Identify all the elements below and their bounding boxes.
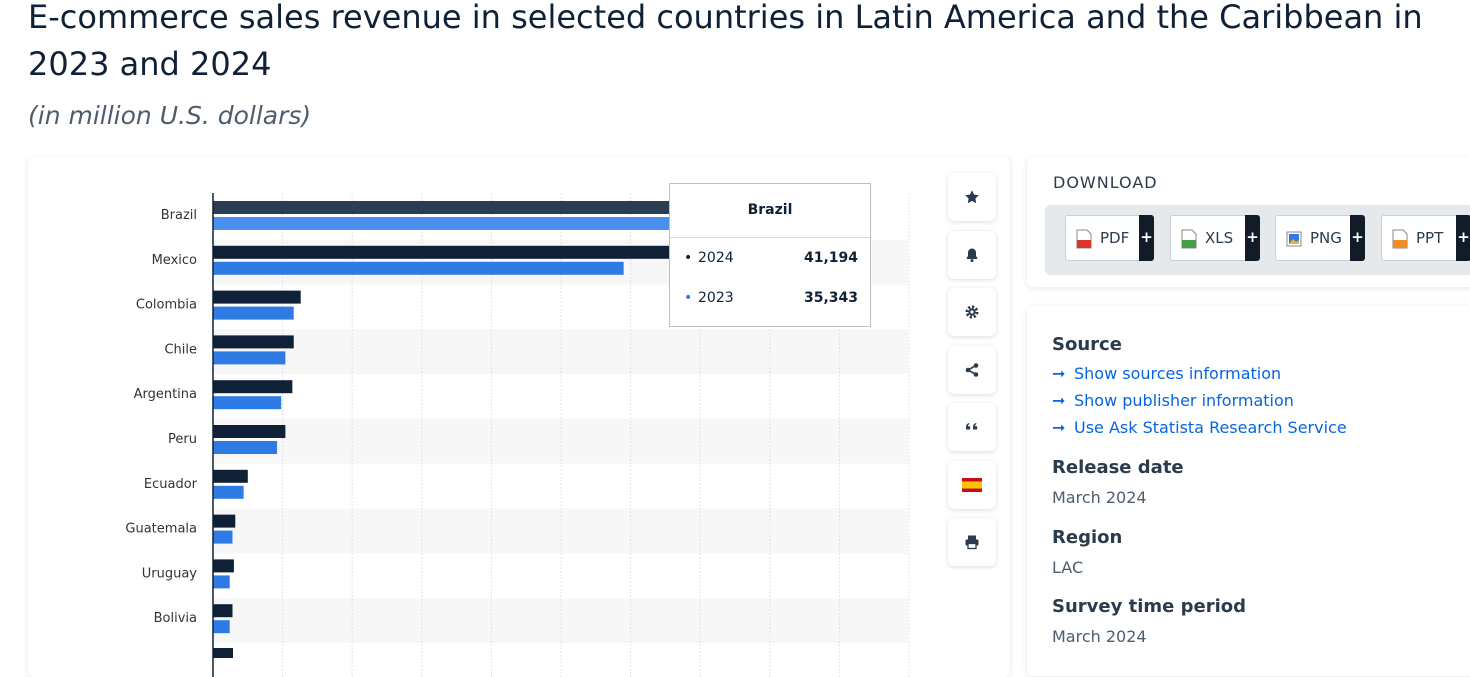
share-icon <box>965 362 979 377</box>
bar-chart[interactable]: Brazil Mexico Colombia Chile Argentina Peru Ec… <box>28 157 1010 677</box>
tooltip-dot-icon: • <box>684 290 693 306</box>
region-value: LAC <box>1052 558 1084 577</box>
category-label: Mexico <box>152 253 197 268</box>
ask-statista-link[interactable]: ➞ Use Ask Statista Research Service <box>1052 418 1347 437</box>
bar-2023-colombia <box>213 306 294 320</box>
download-heading: DOWNLOAD <box>1053 173 1158 192</box>
notification-button[interactable] <box>948 230 996 279</box>
settings-button[interactable] <box>948 288 996 336</box>
info-card: Source ➞ Show sources information ➞ Show p… <box>1027 306 1470 676</box>
download-pdf-label: PDF <box>1100 229 1130 247</box>
tooltip-value: 35,343 <box>803 290 858 306</box>
tooltip-row-2023: • 2023 35,343 <box>670 278 870 318</box>
tooltip-row-2024: • 2024 41,194 <box>670 238 870 278</box>
region-heading: Region <box>1052 527 1123 548</box>
category-label: Peru <box>168 432 197 447</box>
category-label: Chile <box>164 342 197 357</box>
cite-button[interactable] <box>948 403 996 451</box>
gear-icon <box>965 305 979 319</box>
print-icon <box>965 535 979 550</box>
release-date-value: March 2024 <box>1052 488 1147 507</box>
download-png-label: PNG <box>1310 229 1342 247</box>
download-xls-label: XLS <box>1205 229 1234 247</box>
chart-card: Brazil Mexico Colombia Chile Argentina Peru Ec… <box>28 157 1010 677</box>
page-subtitle: (in million U.S. dollars) <box>28 101 312 130</box>
bar-2024-guatemala <box>213 514 236 528</box>
download-png-button[interactable]: PNG + <box>1275 215 1365 261</box>
plus-icon[interactable]: + <box>1456 215 1470 261</box>
bar-2024-uruguay <box>213 559 234 573</box>
bar-2024-bolivia <box>213 604 233 618</box>
tooltip-year: 2024 <box>698 250 734 266</box>
download-pdf-button[interactable]: PDF + <box>1065 215 1154 261</box>
show-publisher-label: Show publisher information <box>1074 391 1294 410</box>
bar-2023-peru <box>213 441 278 454</box>
bar-2024-colombia <box>213 290 301 304</box>
download-card: DOWNLOAD PDF + XLS + PNG + PPT + <box>1027 157 1470 287</box>
show-sources-link[interactable]: ➞ Show sources information <box>1052 364 1281 383</box>
download-xls-button[interactable]: XLS + <box>1170 215 1260 261</box>
ppt-file-icon <box>1392 229 1408 249</box>
bar-2024-chile <box>213 335 294 349</box>
bar-2023-bolivia <box>213 620 230 634</box>
download-ppt-label: PPT <box>1416 229 1444 247</box>
category-label: Uruguay <box>142 566 198 581</box>
arrow-right-icon: ➞ <box>1052 391 1066 410</box>
share-button[interactable] <box>948 345 996 394</box>
category-label: Brazil <box>161 208 197 223</box>
bar-2024-brazil <box>213 201 787 214</box>
favorite-button[interactable] <box>948 173 996 221</box>
show-publisher-link[interactable]: ➞ Show publisher information <box>1052 391 1294 410</box>
pdf-file-icon <box>1076 229 1092 249</box>
release-date-heading: Release date <box>1052 457 1184 478</box>
row-stripe <box>213 419 908 464</box>
bar-partial <box>213 648 233 658</box>
bar-2023-ecuador <box>213 485 244 499</box>
arrow-right-icon: ➞ <box>1052 364 1066 383</box>
quote-icon <box>966 423 978 430</box>
category-label: Argentina <box>134 387 197 402</box>
chart-toolbar <box>948 173 996 576</box>
bar-2023-mexico <box>213 261 624 275</box>
show-sources-label: Show sources information <box>1074 364 1282 383</box>
tooltip-year: 2023 <box>698 290 734 306</box>
spain-flag-icon <box>962 477 982 492</box>
survey-period-heading: Survey time period <box>1052 596 1246 617</box>
chart-tooltip: Brazil • 2024 41,194 • 2023 35,343 <box>669 183 871 327</box>
tooltip-title: Brazil <box>670 184 870 238</box>
category-label: Guatemala <box>125 522 197 537</box>
bar-2024-argentina <box>213 380 293 394</box>
plus-icon[interactable]: + <box>1245 215 1260 261</box>
xls-file-icon <box>1181 229 1197 249</box>
tooltip-dot-icon: • <box>684 250 693 266</box>
plus-icon[interactable]: + <box>1139 215 1154 261</box>
print-button[interactable] <box>948 518 996 566</box>
bar-2024-ecuador <box>213 469 248 483</box>
bar-2023-uruguay <box>213 575 230 589</box>
source-heading: Source <box>1052 334 1122 355</box>
bar-2024-mexico <box>213 245 698 259</box>
ask-statista-label: Use Ask Statista Research Service <box>1074 418 1347 437</box>
plus-icon[interactable]: + <box>1350 215 1365 261</box>
bar-2023-argentina <box>213 396 282 410</box>
bar-2023-guatemala <box>213 530 233 544</box>
png-image-icon <box>1286 231 1302 247</box>
bell-icon <box>966 248 978 262</box>
tooltip-value: 41,194 <box>803 250 858 266</box>
bar-2024-peru <box>213 425 286 438</box>
star-icon <box>965 190 979 204</box>
bar-2023-chile <box>213 351 286 365</box>
arrow-right-icon: ➞ <box>1052 418 1066 437</box>
category-label: Bolivia <box>154 611 197 626</box>
download-bar: PDF + XLS + PNG + PPT + <box>1045 205 1470 275</box>
language-button[interactable] <box>948 460 996 509</box>
bar-2023-brazil <box>213 217 705 230</box>
category-label: Ecuador <box>144 477 198 492</box>
survey-period-value: March 2024 <box>1052 627 1147 646</box>
page-title: E-commerce sales revenue in selected cou… <box>28 0 1423 83</box>
download-ppt-button[interactable]: PPT + <box>1381 215 1470 261</box>
category-label: Colombia <box>136 298 197 313</box>
